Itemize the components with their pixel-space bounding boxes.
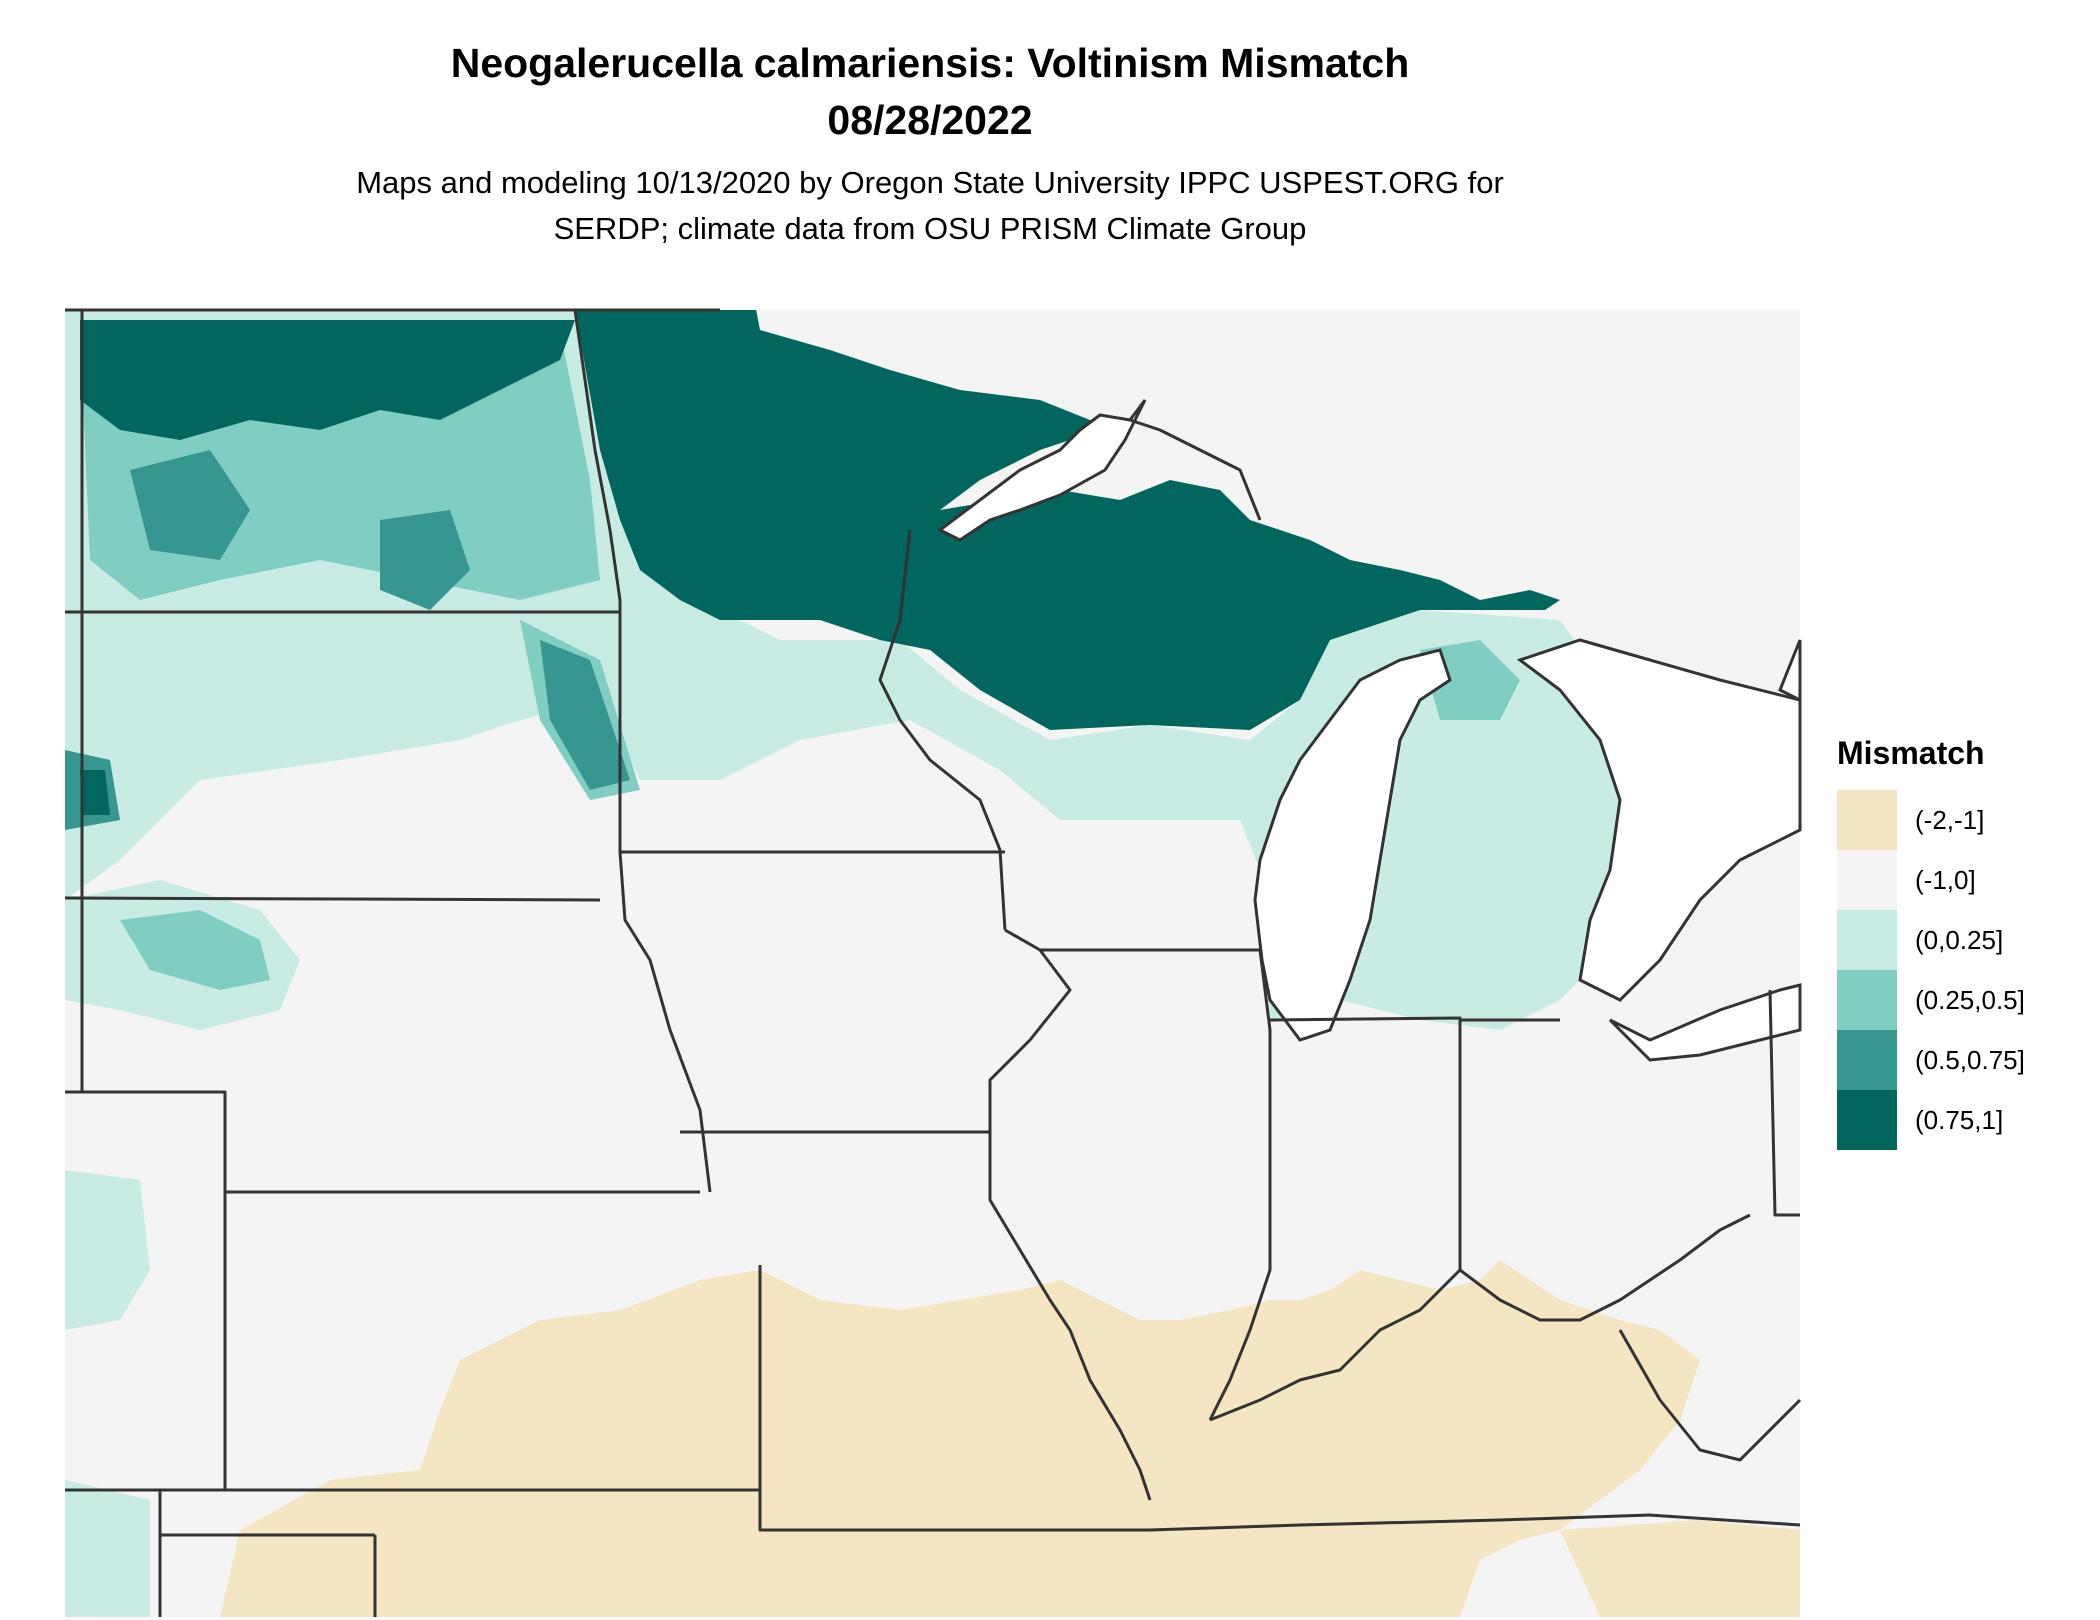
zone-darkest-teal-spot (80, 770, 110, 815)
zone-light-teal-wyoming (65, 1170, 150, 1330)
legend-label: (0,0.25] (1915, 924, 2004, 955)
border-iowa-illinois (988, 928, 1072, 1132)
legend-swatch (1837, 850, 1897, 910)
legend-title: Mismatch (1837, 735, 1985, 771)
border-minnesota-west (573, 309, 622, 852)
map-date: 08/28/2022 (827, 97, 1033, 143)
legend-swatch (1837, 790, 1897, 850)
map-subtitle-line1: Maps and modeling 10/13/2020 by Oregon S… (356, 165, 1504, 200)
border-sd-ne (64, 896, 601, 902)
zone-dark-teal-1 (130, 450, 250, 560)
legend-swatch (1837, 970, 1897, 1030)
legend-label: (0.75,1] (1915, 1104, 2004, 1135)
zone-darkest-teal-nd (80, 320, 575, 440)
lake-ontario-edge (1778, 639, 1802, 703)
border-ohio-east (1768, 989, 1800, 1217)
border-minnesota-wisconsin (878, 529, 1007, 931)
zone-darkest-teal-minnesota (575, 310, 1560, 730)
lakes (937, 399, 1802, 1062)
legend-swatch (1837, 1030, 1897, 1090)
zone-tan-south (220, 1260, 1700, 1617)
zone-tan-se (1560, 1520, 1800, 1617)
legend-item: (0,0.25] (1837, 910, 2025, 970)
legend-label: (-2,-1] (1915, 804, 1985, 835)
border-wyoming (65, 1090, 227, 1492)
map-title: Neogalerucella calmariensis: Voltinism M… (450, 40, 1410, 86)
legend-swatch (1837, 910, 1897, 970)
border-michigan-wisconsin (1129, 418, 1262, 521)
legend-item: (-2,-1] (1837, 790, 2025, 850)
legend-item: (-1,0] (1837, 850, 2025, 910)
legend-label: (-1,0] (1915, 864, 1976, 895)
state-borders (64, 308, 1802, 1617)
legend-item: (0.75,1] (1837, 1090, 2025, 1150)
map-subtitle-line2: SERDP; climate data from OSU PRISM Clima… (553, 211, 1307, 246)
lake-michigan (1253, 648, 1452, 1042)
zone-dark-teal-2 (380, 510, 470, 610)
legend-item: (0.5,0.75] (1837, 1030, 2025, 1090)
lake-superior (937, 399, 1147, 542)
legend-item: (0.25,0.5] (1837, 970, 2025, 1030)
border-illinois-indiana (1208, 949, 1272, 1421)
border-ohio-river (1209, 1213, 1751, 1422)
lake-erie (1608, 983, 1802, 1062)
border-kentucky-tn (1149, 1513, 1801, 1532)
border-iowa-nebraska (618, 851, 712, 1193)
zone-dark-teal-3 (540, 640, 630, 790)
zone-medium-teal-mi (1420, 640, 1520, 720)
zone-light-teal-sw (65, 1480, 150, 1617)
legend-label: (0.25,0.5] (1915, 984, 2025, 1015)
legend: Mismatch (-2,-1] (-1,0] (0,0.25] (0.25,0… (1837, 735, 2025, 1150)
zone-medium-teal-ne (120, 910, 270, 990)
border-indiana-ohio (1269, 1016, 1462, 1270)
border-illinois-missouri (988, 1132, 1152, 1501)
border-missouri-south (758, 1265, 1150, 1532)
border-wv-virginia (1618, 1329, 1802, 1462)
border-ok-panhandle (158, 1490, 377, 1617)
lake-huron (1516, 638, 1802, 1002)
legend-swatch (1837, 1090, 1897, 1150)
legend-label: (0.5,0.75] (1915, 1044, 2025, 1075)
